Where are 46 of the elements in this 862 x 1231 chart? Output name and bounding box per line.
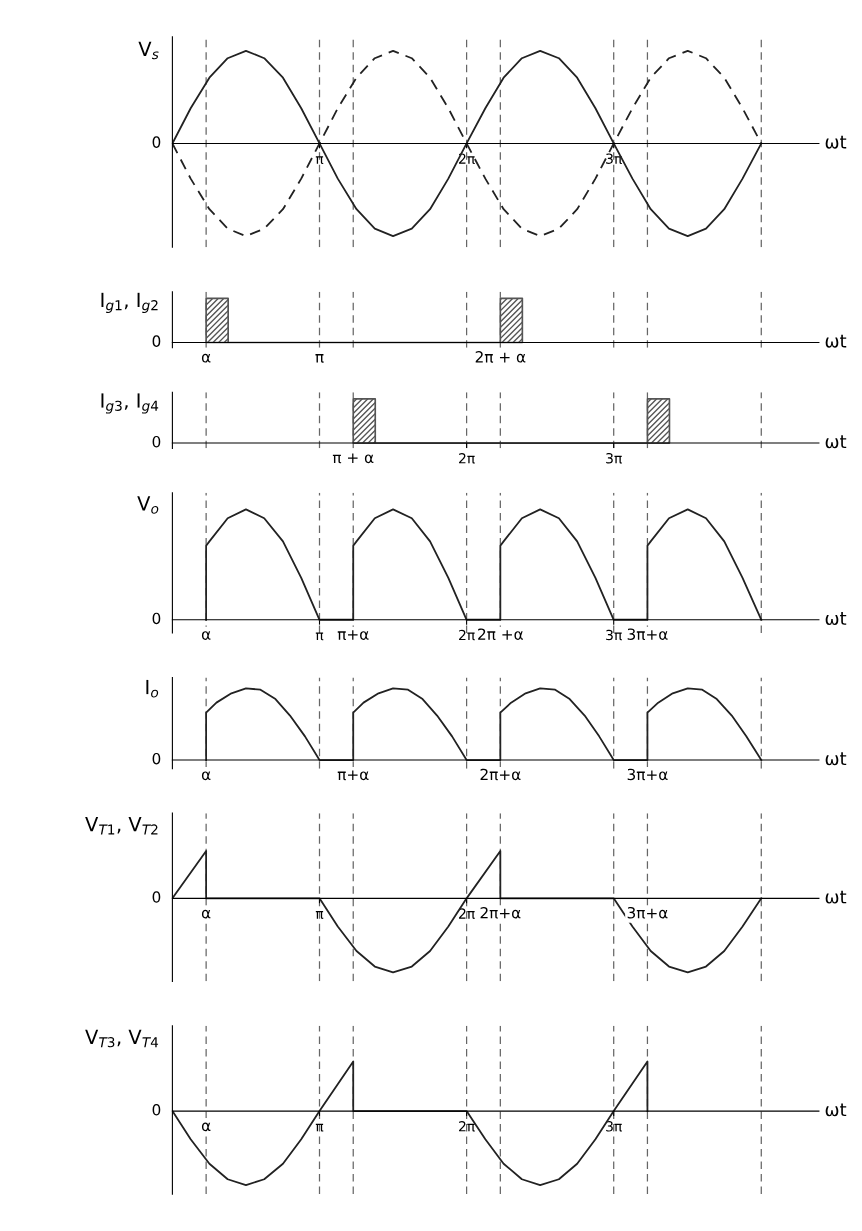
x-tick-label: π [315, 632, 324, 641]
x-tick-label: π [315, 156, 324, 164]
x-tick-label: 3π [606, 629, 622, 641]
x-axis-title: ωt [825, 135, 847, 149]
text: 0 [152, 435, 161, 448]
x-tick-label: 3π [606, 453, 622, 464]
y-axis-title: I$_{g1}$, I$_{g2}$ [101, 292, 158, 314]
x-tick-label: 3π [606, 153, 622, 164]
y-axis-title: V$_{T1}$, V$_{T2}$ [85, 817, 158, 835]
text: 0 [152, 1103, 161, 1116]
y-axis-title: I$_{o}$ [146, 679, 159, 698]
text: 0 [152, 752, 161, 765]
x-axis-title: ωt [825, 612, 847, 626]
annotation: 2π+α [480, 768, 521, 781]
x-tick-label: 2π [459, 153, 475, 164]
y-axis-title: V$_{T3}$, V$_{T4}$ [85, 1029, 159, 1048]
text: 0 [152, 136, 161, 148]
annotation: π [315, 354, 324, 363]
annotation: π+α [337, 770, 369, 781]
annotation: α [201, 1122, 211, 1132]
annotation: π + α [332, 453, 374, 464]
x-axis-title: ωt [825, 435, 847, 449]
annotation: 2π+α [480, 906, 521, 919]
text: 0 [152, 335, 161, 347]
y-axis-title: V$_{o}$ [137, 496, 159, 514]
x-axis-title: ωt [825, 890, 847, 904]
annotation: π+α [337, 630, 369, 641]
x-axis-title: ωt [825, 752, 847, 766]
x-tick-label: 2π [459, 908, 475, 919]
text: 0 [152, 891, 161, 903]
x-tick-label: 2π [459, 629, 475, 641]
annotation: 3π+α [627, 768, 668, 781]
annotation: α [201, 909, 211, 919]
y-axis-title: I$_{g3}$, I$_{g4}$ [101, 393, 159, 414]
x-axis-title: ωt [825, 334, 847, 348]
annotation: 3π+α [627, 906, 668, 919]
x-tick-label: 2π [459, 453, 475, 464]
annotation: 2π +α [478, 628, 523, 641]
annotation: α [201, 631, 211, 640]
y-axis-title: V$_{s}$ [138, 41, 159, 60]
annotation: 3π+α [627, 628, 668, 641]
x-axis-title: ωt [825, 1103, 847, 1117]
annotation: α [201, 771, 211, 781]
annotation: 2π + α [475, 351, 526, 363]
annotation: α [201, 353, 211, 363]
text: 0 [152, 612, 161, 625]
